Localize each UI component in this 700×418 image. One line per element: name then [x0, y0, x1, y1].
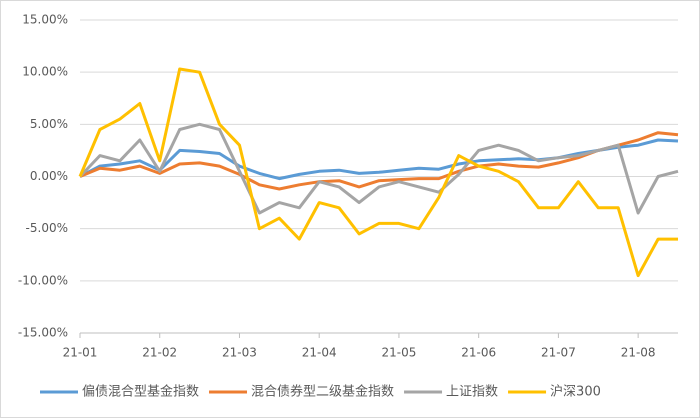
- y-tick-label: -15.00%: [18, 326, 68, 340]
- legend-label: 混合债券型二级基金指数: [251, 384, 394, 400]
- series-line: [79, 131, 679, 191]
- x-tick-label: 21-01: [63, 346, 98, 360]
- x-tick-label: 21-04: [302, 346, 337, 360]
- x-tick-label: 21-05: [381, 346, 416, 360]
- y-tick-label: -5.00%: [26, 221, 68, 235]
- y-tick-label: 15.00%: [22, 13, 68, 27]
- x-tick-label: 21-02: [142, 346, 177, 360]
- legend-label: 偏债混合型基金指数: [82, 384, 199, 400]
- legend-label: 上证指数: [446, 385, 498, 400]
- series-line: [79, 138, 679, 181]
- y-tick-label: -10.00%: [18, 273, 68, 287]
- x-tick-label: 21-03: [222, 346, 257, 360]
- x-tick-label: 21-07: [541, 346, 576, 360]
- y-tick-label: 5.00%: [30, 117, 68, 131]
- y-tick-label: 10.00%: [22, 65, 68, 79]
- series-line: [78, 67, 678, 278]
- x-tick-label: 21-06: [461, 346, 496, 360]
- series-line: [78, 122, 679, 215]
- x-tick-label: 21-08: [621, 346, 656, 360]
- y-tick-label: 0.00%: [30, 169, 68, 183]
- legend-label: 沪深300: [550, 384, 601, 400]
